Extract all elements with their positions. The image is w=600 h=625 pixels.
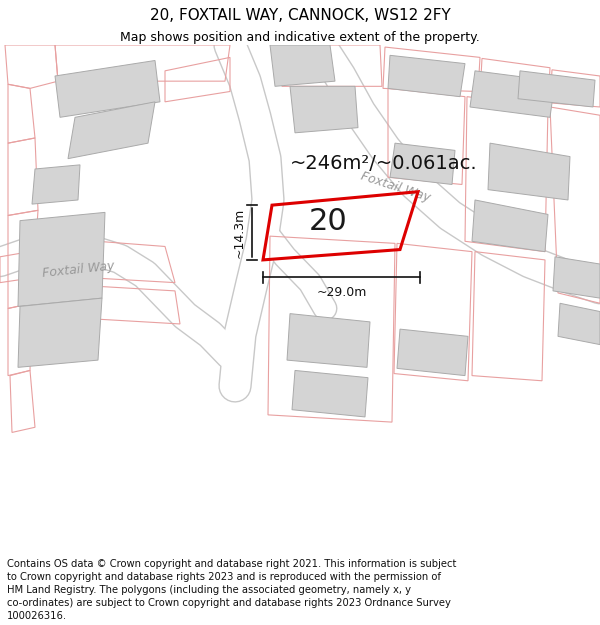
Polygon shape	[32, 165, 80, 204]
Text: 20, FOXTAIL WAY, CANNOCK, WS12 2FY: 20, FOXTAIL WAY, CANNOCK, WS12 2FY	[149, 8, 451, 23]
Polygon shape	[270, 45, 335, 86]
Text: Foxtail Way: Foxtail Way	[359, 169, 431, 204]
Polygon shape	[388, 56, 465, 97]
Text: 100026316.: 100026316.	[7, 611, 67, 621]
Polygon shape	[287, 314, 370, 368]
Polygon shape	[558, 303, 600, 344]
Polygon shape	[292, 371, 368, 417]
Polygon shape	[397, 329, 468, 376]
Polygon shape	[18, 298, 102, 368]
Polygon shape	[390, 143, 455, 184]
Polygon shape	[472, 200, 548, 252]
Polygon shape	[518, 71, 595, 107]
Text: Map shows position and indicative extent of the property.: Map shows position and indicative extent…	[120, 31, 480, 44]
Polygon shape	[488, 143, 570, 200]
Text: Contains OS data © Crown copyright and database right 2021. This information is : Contains OS data © Crown copyright and d…	[7, 559, 457, 569]
Polygon shape	[55, 61, 160, 118]
Text: ~29.0m: ~29.0m	[316, 286, 367, 299]
Text: Foxtail Way: Foxtail Way	[41, 260, 115, 281]
Text: ~14.3m: ~14.3m	[233, 208, 245, 258]
Polygon shape	[18, 213, 105, 306]
Polygon shape	[553, 257, 600, 298]
Polygon shape	[68, 102, 155, 159]
Text: HM Land Registry. The polygons (including the associated geometry, namely x, y: HM Land Registry. The polygons (includin…	[7, 585, 411, 595]
Polygon shape	[470, 71, 555, 118]
Text: to Crown copyright and database rights 2023 and is reproduced with the permissio: to Crown copyright and database rights 2…	[7, 572, 441, 582]
Text: 20: 20	[309, 207, 347, 236]
Text: co-ordinates) are subject to Crown copyright and database rights 2023 Ordnance S: co-ordinates) are subject to Crown copyr…	[7, 598, 451, 608]
Polygon shape	[290, 86, 358, 133]
Text: ~246m²/~0.061ac.: ~246m²/~0.061ac.	[290, 154, 478, 173]
